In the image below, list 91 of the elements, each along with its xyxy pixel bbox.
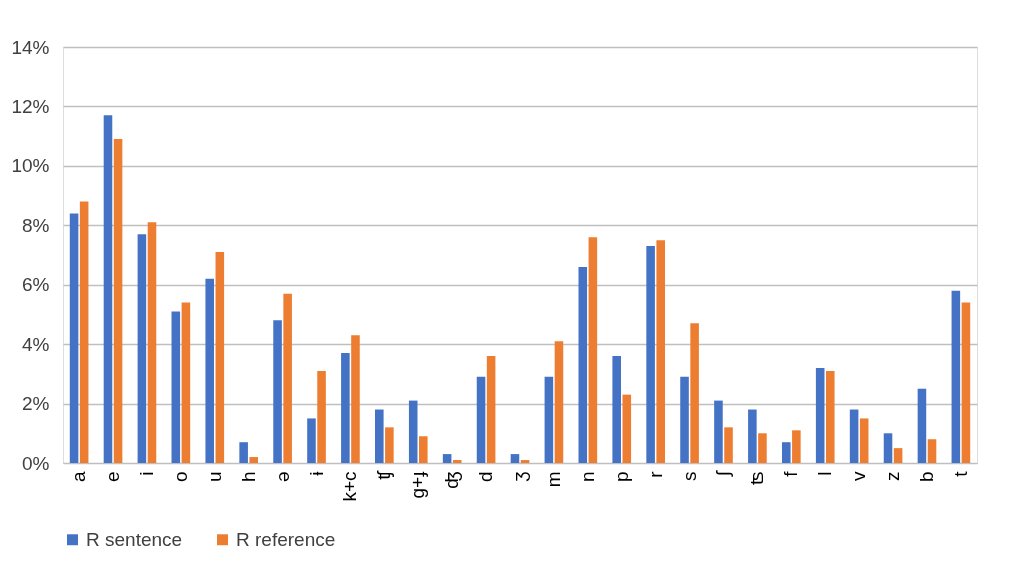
bar [520,460,530,463]
bar [317,370,326,463]
bar [215,252,225,463]
bar [680,376,689,463]
bar [724,427,733,463]
bar [578,266,588,463]
bar [307,418,316,463]
x-tick-label: ʃ [712,469,734,478]
bar [249,457,259,463]
legend-label: R sentence [86,528,183,550]
x-tick-label: ʒ [509,471,530,482]
bar [419,436,428,463]
x-tick-label: o [169,471,191,483]
bar [79,201,89,463]
bar [781,442,791,463]
bar [69,213,79,463]
bar [442,454,452,463]
bar [622,394,632,463]
bar [205,278,215,463]
x-tick-label: s [678,471,700,481]
y-tick-label: 2% [22,393,50,415]
x-tick-label: v [848,471,870,481]
x-tick-label: h [237,471,259,483]
x-tick-label: r [644,470,666,478]
bar [714,400,723,463]
x-tick-label: b [915,471,937,483]
x-tick-label: m [542,471,564,488]
bar [656,240,665,463]
bar [341,353,350,463]
y-tick-label: 12% [11,95,50,117]
bar [893,448,903,463]
y-tick-label: 6% [22,274,50,296]
bar [612,356,621,463]
y-tick-label: 10% [11,155,50,177]
bar [690,323,699,463]
bar [181,302,191,463]
y-tick-label: 4% [22,333,50,355]
x-tick-label: z [882,471,904,481]
bar [476,376,486,463]
bar [646,246,655,463]
x-tick-label: l [814,471,836,476]
x-tick-label: ʦ [746,471,768,486]
x-tick-label: u [203,471,225,483]
bar [171,311,181,463]
bar [113,139,123,463]
y-tick-label: 14% [11,36,50,58]
bar [815,367,825,463]
x-tick-label: f [780,470,802,477]
x-tick-label: k+c [339,471,361,502]
bar [951,290,961,463]
bar [283,293,292,463]
bar [408,400,418,463]
bar [554,341,564,463]
bar [588,237,598,463]
bar [239,442,248,463]
x-tick-label: t [949,470,971,477]
bar [137,234,147,463]
legend-label: R reference [236,528,336,550]
x-tick-label: i [135,471,157,476]
x-tick-label: ɨ [305,471,327,476]
x-tick-label: e [102,471,124,483]
bar [375,409,384,463]
bar [510,454,520,463]
bar [961,302,971,463]
bar [792,430,801,463]
x-tick-label: p [610,471,632,483]
bar [748,409,757,463]
bar [385,427,394,463]
x-tick-label: ʧ [373,469,395,480]
x-tick-label: ə [271,471,293,483]
bar [273,320,282,463]
bar [758,433,767,463]
bar [486,356,496,463]
bar [849,409,859,463]
x-tick-label: g+ɟ [407,470,429,499]
x-tick-label: n [576,471,598,483]
bar [147,222,157,463]
x-tick-label: a [68,471,90,483]
bar [544,376,554,463]
bar [859,418,869,463]
bar [883,433,893,463]
bar [825,370,835,463]
bar [351,335,360,463]
bar [452,460,462,463]
y-tick-label: 8% [22,214,50,236]
bar [917,388,927,463]
y-tick-label: 0% [22,452,50,474]
bar [103,115,113,463]
x-tick-label: ʤ [441,471,463,489]
x-tick-label: d [475,471,497,483]
bar [927,439,937,463]
